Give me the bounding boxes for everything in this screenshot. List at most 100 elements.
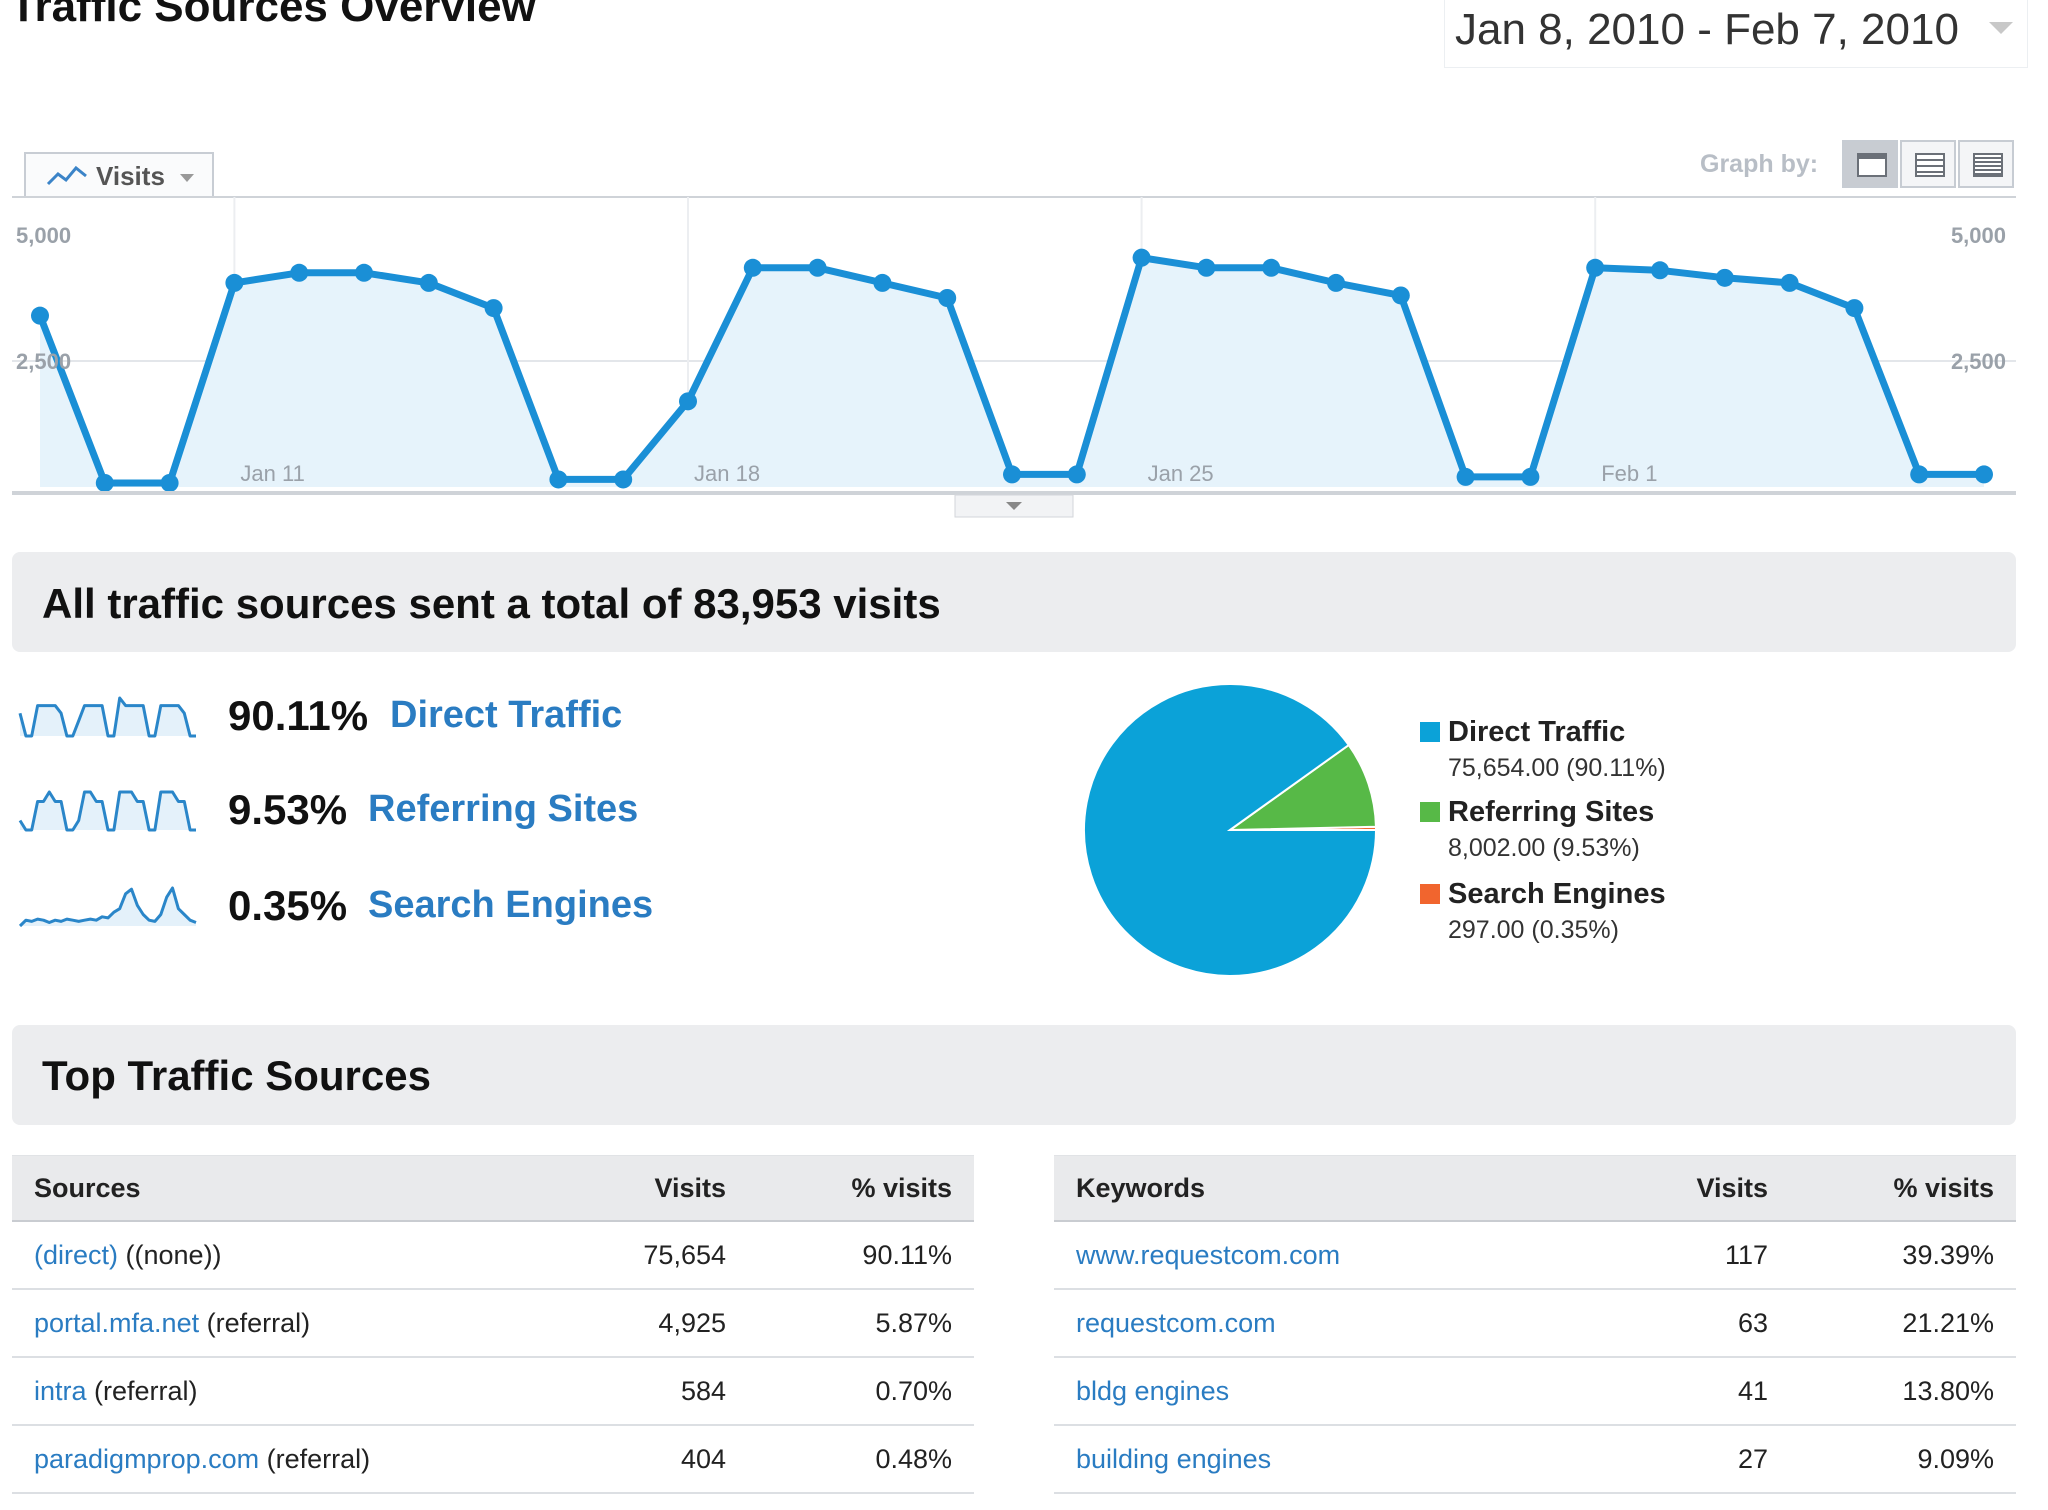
table-cell-visits: 355	[555, 1493, 748, 1510]
table-cell-name: rpinfonet (referral)	[12, 1493, 555, 1510]
data-point-jan-19[interactable]	[743, 258, 762, 277]
data-point-jan-23[interactable]	[1003, 465, 1021, 484]
data-point-feb-1[interactable]	[1586, 258, 1605, 277]
traffic-pie-chart	[1083, 683, 1378, 978]
table-row: paradigmprop.com (referral) 404 0.48%	[12, 1425, 974, 1494]
row-medium: (referral)	[86, 1375, 198, 1406]
data-point-feb-6[interactable]	[1910, 465, 1929, 484]
top-sources-title: Top Traffic Sources	[42, 1052, 431, 1099]
search-engines-sparkline	[18, 886, 197, 928]
table-cell-visits: 16	[1597, 1493, 1790, 1510]
data-point-jan-31[interactable]	[1521, 467, 1540, 486]
pie-slice-referring-sites[interactable]	[1226, 743, 1377, 832]
x-tick-label: Jan 18	[694, 461, 760, 486]
table-cell-pct: 21.21%	[1790, 1289, 2016, 1358]
col-header-visits[interactable]: Visits	[555, 1155, 748, 1222]
referring-sites-sparkline	[18, 790, 196, 832]
row-link[interactable]: building engines	[1076, 1443, 1272, 1474]
data-point-jan-8[interactable]	[31, 306, 49, 325]
graph-by-month-button[interactable]	[1958, 140, 2014, 188]
row-link[interactable]: www.requestcom.com	[1076, 1239, 1341, 1270]
summary-text: All traffic sources sent a total of 83,9…	[42, 580, 941, 627]
data-point-jan-26[interactable]	[1197, 258, 1216, 277]
data-point-feb-3[interactable]	[1715, 268, 1734, 287]
col-header-sources[interactable]: Sources	[12, 1155, 555, 1222]
table-cell-visits: 404	[555, 1425, 748, 1494]
table-header-row: Sources Visits % visits	[12, 1155, 974, 1222]
data-point-jan-30[interactable]	[1456, 467, 1475, 486]
pie-slice-direct-traffic[interactable]	[1083, 683, 1378, 978]
data-point-jan-13[interactable]	[355, 263, 373, 282]
col-header-pct-visits[interactable]: % visits	[748, 1155, 974, 1222]
table-row: http://www.requestcom.com/geofire/165.39…	[1054, 1493, 2016, 1510]
table-cell-name: intra (referral)	[12, 1357, 555, 1426]
col-header-pct-visits[interactable]: % visits	[1790, 1155, 2016, 1222]
data-point-jan-27[interactable]	[1262, 258, 1281, 277]
row-link[interactable]: paradigmprop.com	[34, 1443, 260, 1474]
graph-by-day-button[interactable]	[1842, 140, 1898, 188]
row-link[interactable]: bldg engines	[1076, 1375, 1230, 1406]
data-point-feb-7[interactable]	[1975, 465, 1993, 484]
table-cell-pct: 39.39%	[1790, 1221, 2016, 1290]
table-row: rpinfonet (referral)3550.42%	[12, 1493, 974, 1510]
data-point-jan-20[interactable]	[808, 258, 827, 277]
table-cell-pct: 90.11%	[748, 1221, 974, 1290]
row-link[interactable]: intra	[34, 1375, 87, 1406]
row-medium: ((none))	[118, 1239, 222, 1270]
data-point-jan-17[interactable]	[614, 470, 633, 489]
legend-swatch	[1420, 802, 1440, 822]
data-point-jan-12[interactable]	[290, 263, 309, 282]
source-link-direct-traffic[interactable]: Direct Traffic	[390, 694, 623, 736]
direct-traffic-sparkline	[18, 696, 196, 738]
row-link[interactable]: portal.mfa.net	[34, 1307, 200, 1338]
date-range-picker[interactable]: Jan 8, 2010 - Feb 7, 2010	[1444, 0, 2028, 68]
data-point-jan-15[interactable]	[484, 299, 503, 318]
data-point-jan-29[interactable]	[1391, 286, 1410, 305]
data-point-jan-21[interactable]	[873, 273, 892, 292]
table-cell-visits: 27	[1597, 1425, 1790, 1494]
data-point-feb-2[interactable]	[1651, 261, 1669, 280]
data-point-jan-22[interactable]	[938, 289, 957, 307]
data-point-jan-11[interactable]	[225, 273, 244, 292]
metric-tab-label: Visits	[96, 161, 165, 191]
data-point-jan-18[interactable]	[679, 392, 697, 411]
metric-selector-tab[interactable]: Visits	[24, 152, 214, 198]
col-header-keywords[interactable]: Keywords	[1054, 1155, 1597, 1222]
data-point-jan-25[interactable]	[1132, 248, 1151, 267]
table-row: intra (referral) 584 0.70%	[12, 1357, 974, 1426]
row-medium: (referral)	[199, 1307, 311, 1338]
data-point-jan-9[interactable]	[95, 473, 114, 492]
table-row: portal.mfa.net (referral) 4,925 5.87%	[12, 1289, 974, 1358]
table-cell-pct: 9.09%	[1790, 1425, 2016, 1494]
day-view-icon	[1857, 153, 1887, 177]
data-point-feb-4[interactable]	[1780, 273, 1799, 292]
table-cell-name: building engines	[1054, 1425, 1597, 1494]
legend-label: Direct Traffic	[1448, 716, 1626, 748]
data-point-jan-14[interactable]	[419, 273, 438, 292]
visits-area-fill	[40, 257, 1984, 487]
row-link[interactable]: requestcom.com	[1076, 1307, 1276, 1338]
legend-swatch	[1420, 884, 1440, 904]
data-point-jan-10[interactable]	[160, 473, 179, 492]
col-header-visits[interactable]: Visits	[1597, 1155, 1790, 1222]
page-title: Traffic Sources Overview	[10, 0, 536, 31]
table-cell-visits: 75,654	[555, 1221, 748, 1290]
graph-by-week-button[interactable]	[1900, 140, 1956, 188]
table-cell-pct: 0.42%	[748, 1493, 974, 1510]
caret-down-icon	[180, 174, 194, 182]
source-link-search-engines[interactable]: Search Engines	[368, 884, 654, 926]
source-link-referring-sites[interactable]: Referring Sites	[368, 788, 639, 830]
legend-value: 75,654.00 (90.11%)	[1448, 754, 1666, 782]
x-tick-label: Jan 25	[1148, 461, 1214, 486]
chevron-down-icon[interactable]	[1989, 22, 2013, 34]
data-point-jan-24[interactable]	[1067, 465, 1086, 484]
source-percent: 9.53%	[228, 786, 348, 833]
sources-table: Sources Visits % visits (direct) ((none)…	[12, 1155, 974, 1510]
row-link[interactable]: (direct)	[34, 1239, 119, 1270]
data-point-feb-5[interactable]	[1845, 299, 1864, 318]
data-point-jan-16[interactable]	[549, 470, 568, 489]
source-percent: 90.11%	[228, 692, 369, 739]
table-cell-pct: 5.87%	[748, 1289, 974, 1358]
data-point-jan-28[interactable]	[1327, 273, 1345, 292]
table-row: requestcom.com 63 21.21%	[1054, 1289, 2016, 1358]
